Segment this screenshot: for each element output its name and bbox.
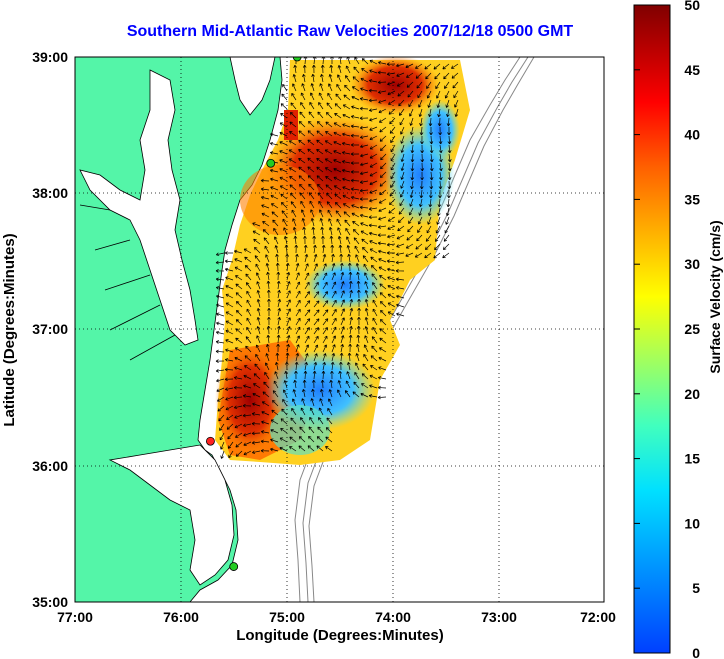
y-tick: 39:00 (32, 49, 68, 65)
radar-site-marker (206, 436, 215, 446)
x-tick: 74:00 (375, 609, 411, 625)
x-tick: 76:00 (163, 609, 199, 625)
radar-sites (206, 57, 302, 571)
velocity-field (215, 57, 470, 465)
x-axis-label: Longitude (Degrees:Minutes) (236, 627, 444, 644)
colorbar-tick-label: 45 (684, 62, 700, 78)
chesapeake-bay (79, 69, 199, 346)
y-axis: 39:00 38:00 37:00 36:00 35:00 (32, 49, 68, 610)
y-axis-label: Latitude (Degrees:Minutes) (1, 233, 18, 426)
colorbar-tick-label: 35 (684, 191, 700, 207)
colorbar-tick-label: 10 (684, 515, 700, 531)
x-axis: 77:00 76:00 75:00 74:00 73:00 72:00 (57, 609, 616, 625)
x-tick: 73:00 (481, 609, 517, 625)
radar-site-marker (229, 562, 239, 571)
y-tick: 35:00 (32, 594, 68, 610)
colorbar-tick-label: 15 (684, 451, 700, 467)
grid-lines (75, 57, 604, 602)
x-tick: 72:00 (580, 609, 616, 625)
radar-site-marker (292, 57, 302, 62)
colorbar-tick-label: 0 (692, 645, 700, 659)
colorbar-label: Surface Velocity (cm/s) (707, 220, 723, 373)
y-tick: 36:00 (32, 458, 68, 474)
colorbar-tick-label: 20 (684, 386, 700, 402)
colorbar-tick-label: 25 (684, 321, 700, 337)
delaware-bay (229, 57, 276, 116)
colorbar-tick-label: 5 (692, 580, 700, 596)
radar-site-marker (266, 158, 276, 168)
map-title: Southern Mid-Atlantic Raw Velocities 200… (126, 23, 574, 40)
river-lines (79, 204, 176, 361)
plot-frame (74, 56, 605, 603)
colorbar-tick-label: 30 (684, 256, 700, 272)
pamlico-sound (108, 444, 235, 586)
y-tick: 37:00 (32, 321, 68, 337)
y-tick: 38:00 (32, 185, 68, 201)
colorbar-tick-label: 50 (684, 0, 700, 13)
x-tick: 77:00 (57, 609, 93, 625)
x-tick: 75:00 (269, 609, 305, 625)
colorbar-tick-label: 40 (684, 127, 700, 143)
